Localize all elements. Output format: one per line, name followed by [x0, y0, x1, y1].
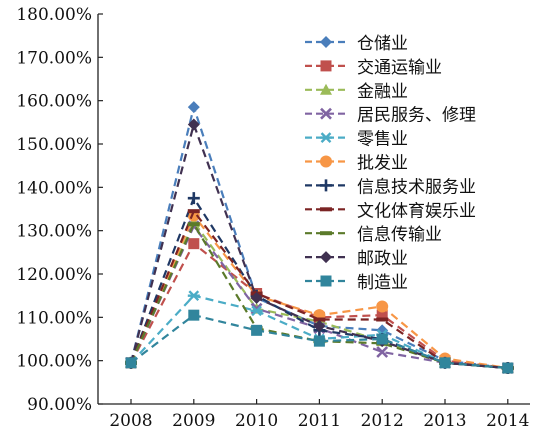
x-tick-label: 2011 [298, 411, 341, 431]
data-point [376, 333, 388, 345]
data-point [320, 36, 332, 48]
data-point [250, 291, 263, 304]
legend-label: 邮政业 [357, 249, 408, 269]
x-tick-label: 2013 [423, 411, 466, 431]
y-tick-label: 160.00% [16, 92, 92, 112]
legend-item: 交通运输业 [305, 58, 442, 78]
data-point [320, 251, 332, 264]
data-point [320, 231, 332, 236]
data-point [125, 357, 137, 369]
legend-label: 信息技术服务业 [357, 177, 476, 197]
legend-item: 信息传输业 [305, 225, 442, 245]
x-tick-label: 2008 [109, 411, 152, 431]
data-point [376, 300, 389, 313]
legend-item: 信息技术服务业 [305, 177, 476, 197]
y-tick-label: 120.00% [16, 265, 92, 285]
legend-item: 仓储业 [305, 34, 408, 54]
data-point [313, 317, 326, 322]
y-tick-label: 170.00% [16, 48, 92, 68]
data-point [187, 222, 200, 227]
legend-label: 信息传输业 [357, 225, 442, 245]
x-tick-label: 2012 [361, 411, 404, 431]
data-point [187, 192, 200, 205]
series-11 [125, 309, 514, 374]
data-point [188, 238, 200, 250]
data-point [320, 60, 332, 72]
plot-area [125, 101, 514, 375]
data-point [251, 324, 263, 336]
legend-label: 制造业 [357, 273, 408, 293]
legend-label: 居民服务、修理 [357, 106, 476, 126]
data-point [187, 209, 200, 214]
legend-label: 金融业 [357, 82, 408, 102]
y-tick-label: 180.00% [16, 5, 92, 25]
legend-label: 零售业 [357, 130, 408, 150]
data-point [320, 207, 332, 212]
y-tick-label: 100.00% [16, 352, 92, 372]
legend: 仓储业交通运输业金融业居民服务、修理零售业批发业信息技术服务业文化体育娱乐业信息… [305, 34, 476, 293]
legend-item: 文化体育娱乐业 [305, 201, 476, 221]
data-point [187, 290, 200, 302]
data-point [187, 118, 200, 131]
legend-item: 制造业 [305, 273, 408, 293]
legend-item: 居民服务、修理 [305, 106, 476, 126]
data-point [439, 357, 451, 369]
series-line [130, 241, 508, 370]
data-point [320, 132, 332, 143]
legend-label: 文化体育娱乐业 [357, 201, 476, 221]
data-point [376, 317, 389, 322]
data-point [313, 335, 325, 347]
data-point [187, 101, 200, 114]
data-point [188, 309, 200, 321]
y-tick-label: 140.00% [16, 178, 92, 198]
legend-label: 交通运输业 [357, 58, 442, 78]
legend-label: 批发业 [357, 154, 408, 174]
series-line [130, 224, 508, 370]
data-point [320, 155, 332, 168]
data-point [250, 305, 263, 317]
y-tick-label: 150.00% [16, 135, 92, 155]
data-point [313, 320, 326, 332]
legend-item: 金融业 [305, 82, 408, 102]
data-point [320, 83, 332, 95]
x-tick-label: 2009 [172, 411, 215, 431]
x-tick-label: 2014 [486, 411, 529, 431]
series-2 [125, 238, 514, 374]
x-tick-label: 2010 [235, 411, 278, 431]
data-point [320, 107, 332, 120]
y-tick-label: 90.00% [27, 395, 92, 415]
y-tick-label: 130.00% [16, 222, 92, 242]
legend-item: 邮政业 [305, 249, 408, 269]
legend-item: 零售业 [305, 130, 408, 150]
data-point [376, 346, 389, 358]
series-9 [125, 221, 514, 371]
data-point [502, 362, 514, 374]
data-point [320, 275, 332, 287]
axes: 90.00% 100.00% 110.00% 120.00% 130.00% 140.00… [16, 5, 530, 431]
y-tick-label: 110.00% [16, 308, 92, 328]
legend-item: 批发业 [305, 154, 408, 174]
data-point [320, 179, 332, 192]
data-point [376, 309, 388, 321]
legend-label: 仓储业 [357, 34, 408, 54]
